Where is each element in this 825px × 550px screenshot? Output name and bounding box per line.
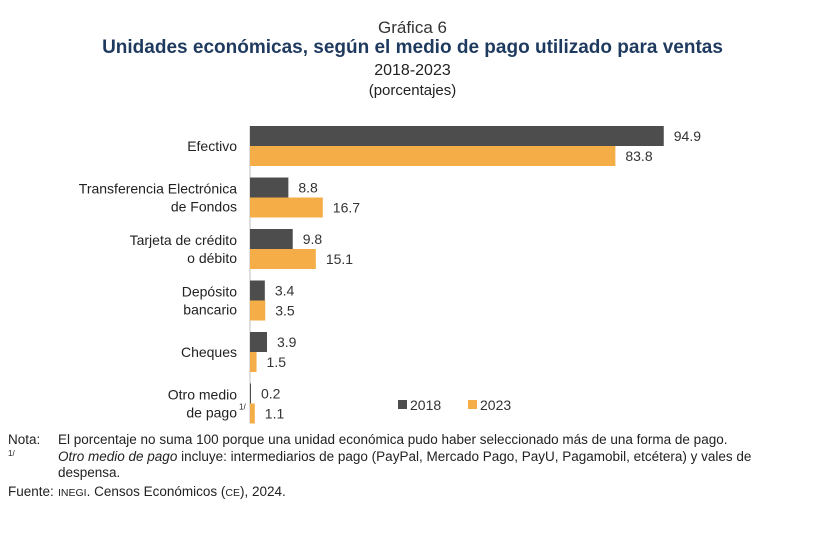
bar-2023 [250,403,255,424]
footnote-body: incluye: intermediarios de pago (PayPal,… [58,449,752,480]
figure-label: Gráfica 6 [378,18,447,37]
data-label-2023: 15.1 [326,251,353,267]
legend-label-2023: 2023 [480,397,511,413]
source-text-1: . Censos Económicos ( [86,484,226,499]
chart-title: Unidades económicas, según el medio de p… [102,37,723,58]
data-label-2018: 8.8 [298,180,318,196]
category-label: Depósito [182,284,237,300]
source-label: Fuente: [8,484,54,499]
category-label: de Fondos [171,199,237,215]
bar-2018 [250,229,293,249]
category-label: de pago [186,405,237,421]
data-label-2023: 1.1 [265,406,285,422]
category-label: o débito [187,250,237,266]
note-text: El porcentaje no suma 100 porque una uni… [58,432,728,447]
data-label-2023: 3.5 [275,303,295,319]
bar-2018 [250,332,268,352]
footnote-text: Otro medio de pago incluye: intermediari… [58,449,803,481]
data-label-2023: 16.7 [333,200,360,216]
note-label: Nota: [8,432,41,447]
bar-2023 [250,249,316,269]
legend-swatch-2023 [468,400,477,409]
footnote-mark: 1/ [8,449,15,458]
bar-2018 [250,126,664,146]
legend-swatch-2018 [398,400,407,409]
bar-2023 [250,146,616,166]
data-label-2023: 83.8 [625,148,652,164]
source-ce: CE [225,487,240,499]
category-label: Efectivo [187,138,237,154]
data-label-2018: 3.4 [275,283,295,299]
category-label: Tarjeta de crédito [130,232,238,248]
category-superscript: 1/ [239,403,246,412]
source-text-2: ), 2024. [240,484,286,499]
data-label-2018: 9.8 [303,231,323,247]
bar-2023 [250,352,257,372]
data-label-2018: 3.9 [277,334,297,350]
bar-2018 [250,383,251,404]
bar-chart: Efectivo 94.9 83.8 Transferencia Electrónic… [79,126,701,424]
bar-2023 [250,300,266,321]
source-org: INEGI [58,487,87,499]
data-label-2023: 1.5 [267,354,287,370]
data-label-2018: 94.9 [674,128,701,144]
bar-2018 [250,280,265,301]
chart-years: 2018-2023 [374,62,451,79]
source-text: INEGI. Censos Económicos (CE), 2024. [58,484,286,499]
bar-2018 [250,177,289,198]
category-label: bancario [183,302,237,318]
chart-units: (porcentajes) [368,82,457,99]
footnote-italic: Otro medio de pago [58,449,178,464]
legend-label-2018: 2018 [410,397,441,413]
category-label: Otro medio [168,387,237,403]
category-label: Cheques [181,344,237,360]
bar-2023 [250,197,323,218]
data-label-2018: 0.2 [261,386,281,402]
category-label: Transferencia Electrónica [79,181,237,197]
